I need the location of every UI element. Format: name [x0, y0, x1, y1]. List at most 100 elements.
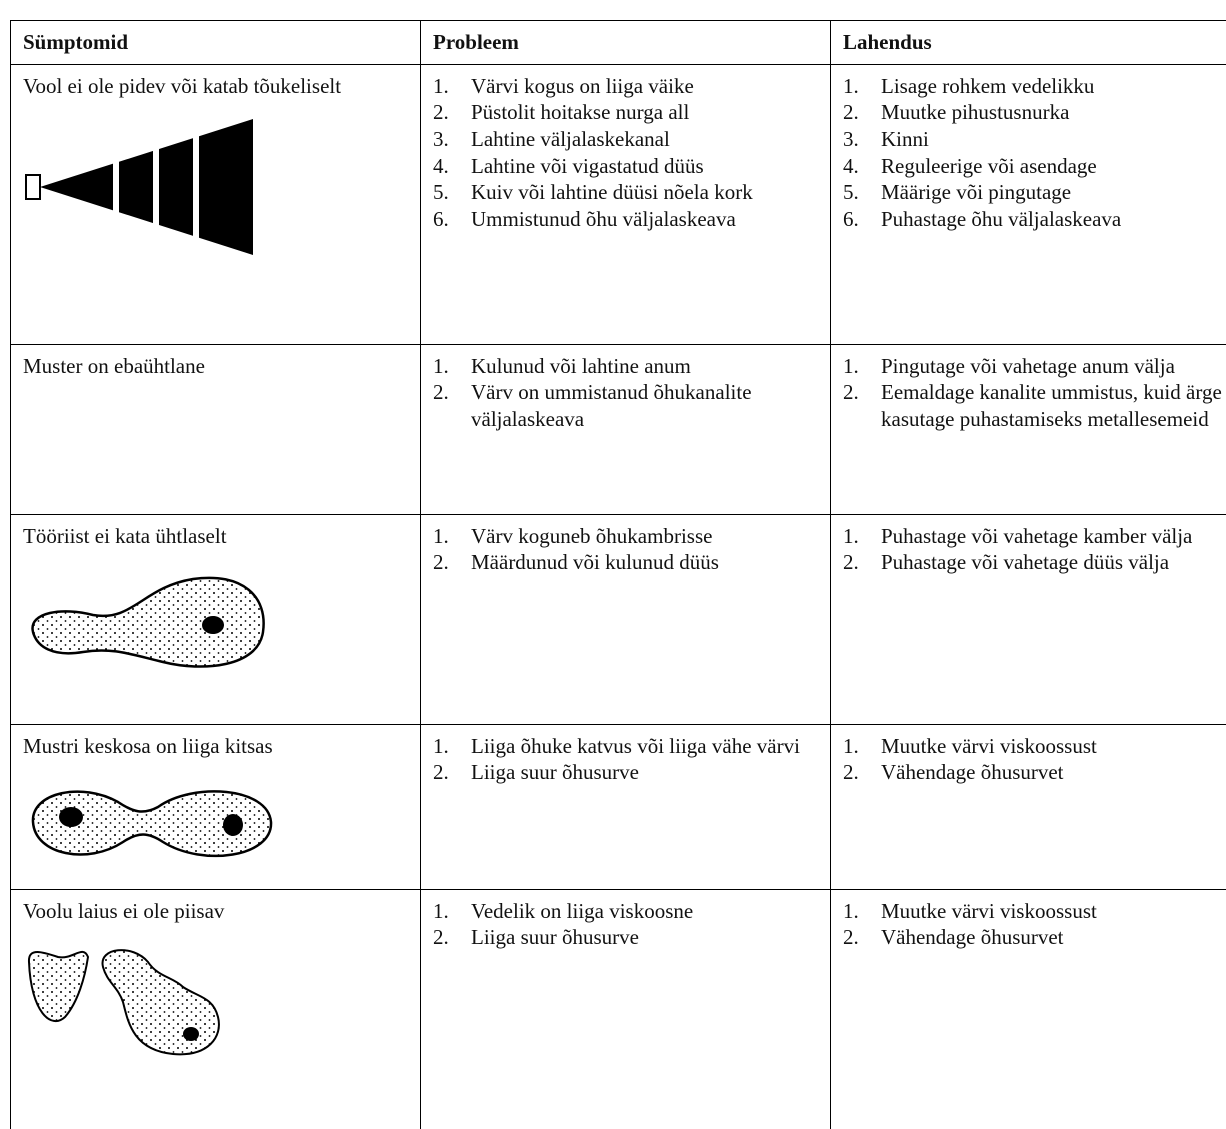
list-marker: 1.	[433, 523, 471, 550]
pattern-illustration	[23, 942, 243, 1062]
symptom-cell: Voolu laius ei ole piisav	[11, 889, 421, 1129]
pattern-illustration	[23, 777, 283, 867]
list-text: Liiga õhuke katvus või liiga vähe värvi	[471, 733, 800, 760]
list-text: Vedelik on liiga viskoosne	[471, 898, 693, 925]
spray-cone-illustration	[23, 117, 263, 257]
header-cell: Sümptomid	[11, 21, 421, 65]
list-text: Pingutage või vahetage anum välja	[881, 353, 1175, 380]
list-item: 6.Ummistunud õhu väljalaskeava	[433, 206, 818, 233]
problem-cell: 1.Liiga õhuke katvus või liiga vähe värv…	[421, 724, 831, 889]
list-text: Puhastage või vahetage düüs välja	[881, 549, 1169, 576]
list-marker: 1.	[843, 353, 881, 380]
list-item: 2.Eemaldage kanalite ummistus, kuid ärge…	[843, 379, 1225, 432]
list-item: 1.Värvi kogus on liiga väike	[433, 73, 818, 100]
list-item: 1.Muutke värvi viskoossust	[843, 733, 1225, 760]
list-text: Määrige või pingutage	[881, 179, 1071, 206]
list-item: 1.Kulunud või lahtine anum	[433, 353, 818, 380]
list-item: 4.Reguleerige või asendage	[843, 153, 1225, 180]
list-marker: 2.	[433, 99, 471, 126]
list-item: 2.Muutke pihustusnurka	[843, 99, 1225, 126]
list-marker: 1.	[843, 523, 881, 550]
list-marker: 1.	[433, 73, 471, 100]
list-item: 6.Puhastage õhu väljalaskeava	[843, 206, 1225, 233]
header-cell: Lahendus	[831, 21, 1226, 65]
list-item: 2.Püstolit hoitakse nurga all	[433, 99, 818, 126]
list-text: Kinni	[881, 126, 929, 153]
list-marker: 3.	[433, 126, 471, 153]
list-marker: 4.	[843, 153, 881, 180]
list-marker: 1.	[433, 733, 471, 760]
list-item: 1.Vedelik on liiga viskoosne	[433, 898, 818, 925]
list-text: Liiga suur õhusurve	[471, 924, 639, 951]
symptom-cell: Tööriist ei kata ühtlaselt	[11, 514, 421, 724]
list-marker: 1.	[843, 733, 881, 760]
symptom: Vool ei ole pidev või katab tõukeliselt	[23, 73, 408, 100]
list-marker: 2.	[843, 99, 881, 126]
pattern-illustration	[23, 567, 273, 677]
list-marker: 4.	[433, 153, 471, 180]
list-marker: 5.	[843, 179, 881, 206]
symptom: Muster on ebaühtlane	[23, 353, 408, 380]
row: Mustri keskosa on liiga kitsas 1.Liiga õ…	[11, 724, 1226, 889]
list-item: 1.Puhastage või vahetage kamber välja	[843, 523, 1225, 550]
symptom-cell: Muster on ebaühtlane	[11, 344, 421, 514]
list-marker: 2.	[433, 759, 471, 786]
list-text: Kuiv või lahtine düüsi nõela kork	[471, 179, 753, 206]
symptom: Tööriist ei kata ühtlaselt	[23, 523, 408, 550]
symptom: Mustri keskosa on liiga kitsas	[23, 733, 408, 760]
list-text: Lahtine või vigastatud düüs	[471, 153, 704, 180]
list-item: 2.Värv on ummistanud õhukanalite väljala…	[433, 379, 818, 432]
list-text: Lisage rohkem vedelikku	[881, 73, 1094, 100]
list-item: 1.Muutke värvi viskoossust	[843, 898, 1225, 925]
troubleshooting-table: Sümptomid Probleem Lahendus Vool ei ole …	[10, 20, 1226, 1129]
list-marker: 3.	[843, 126, 881, 153]
list-item: 4.Lahtine või vigastatud düüs	[433, 153, 818, 180]
list-item: 2.Vähendage õhusurvet	[843, 924, 1225, 951]
list-text: Puhastage või vahetage kamber välja	[881, 523, 1192, 550]
list-text: Eemaldage kanalite ummistus, kuid ärge k…	[881, 379, 1225, 432]
row: Vool ei ole pidev või katab tõukeliselt …	[11, 64, 1226, 344]
list-item: 3.Lahtine väljalaskekanal	[433, 126, 818, 153]
list-item: 2.Liiga suur õhusurve	[433, 924, 818, 951]
row: Tööriist ei kata ühtlaselt 1.Värv kogune…	[11, 514, 1226, 724]
list-text: Värv koguneb õhukambrisse	[471, 523, 712, 550]
list-item: 5.Kuiv või lahtine düüsi nõela kork	[433, 179, 818, 206]
list-item: 3.Kinni	[843, 126, 1225, 153]
list-marker: 2.	[843, 549, 881, 576]
list-marker: 1.	[843, 898, 881, 925]
list-text: Muutke värvi viskoossust	[881, 733, 1097, 760]
symptom-cell: Vool ei ole pidev või katab tõukeliselt	[11, 64, 421, 344]
list-text: Määrdunud või kulunud düüs	[471, 549, 719, 576]
list-marker: 6.	[843, 206, 881, 233]
list-text: Muutke värvi viskoossust	[881, 898, 1097, 925]
list-marker: 2.	[433, 549, 471, 576]
row: Voolu laius ei ole piisav 1.Vedelik on l…	[11, 889, 1226, 1129]
row: Muster on ebaühtlane 1.Kulunud või lahti…	[11, 344, 1226, 514]
list-marker: 1.	[433, 353, 471, 380]
list-item: 2.Vähendage õhusurvet	[843, 759, 1225, 786]
header-row: Sümptomid Probleem Lahendus	[11, 21, 1226, 65]
symptom-cell: Mustri keskosa on liiga kitsas	[11, 724, 421, 889]
list-text: Püstolit hoitakse nurga all	[471, 99, 689, 126]
list-text: Kulunud või lahtine anum	[471, 353, 691, 380]
list-item: 2.Määrdunud või kulunud düüs	[433, 549, 818, 576]
list-marker: 1.	[433, 898, 471, 925]
list-marker: 2.	[843, 759, 881, 786]
list-item: 1.Liiga õhuke katvus või liiga vähe värv…	[433, 733, 818, 760]
list-text: Puhastage õhu väljalaskeava	[881, 206, 1121, 233]
list-text: Värvi kogus on liiga väike	[471, 73, 694, 100]
list-text: Reguleerige või asendage	[881, 153, 1097, 180]
list-text: Vähendage õhusurvet	[881, 924, 1064, 951]
list-marker: 2.	[843, 924, 881, 951]
list-marker: 6.	[433, 206, 471, 233]
list-item: 1.Pingutage või vahetage anum välja	[843, 353, 1225, 380]
header-cell: Probleem	[421, 21, 831, 65]
